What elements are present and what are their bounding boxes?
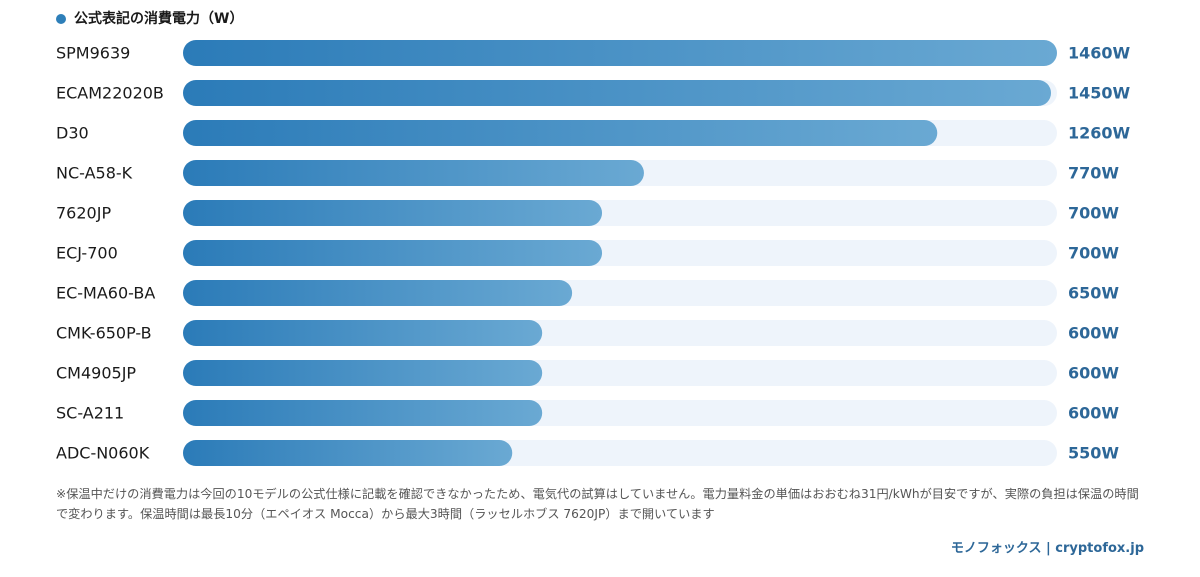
category-label: ECJ-700 (56, 244, 118, 263)
category-label: CM4905JP (56, 364, 136, 383)
value-label: 550W (1068, 444, 1119, 463)
value-label: 600W (1068, 404, 1119, 423)
footnote: ※保温中だけの消費電力は今回の10モデルの公式仕様に記載を確認できなかったため、… (56, 487, 1139, 521)
value-label: 600W (1068, 364, 1119, 383)
chart-legend: 公式表記の消費電力（W） (56, 10, 243, 28)
category-label: SPM9639 (56, 44, 130, 63)
bar (183, 400, 543, 426)
bar (183, 240, 603, 266)
value-label: 650W (1068, 284, 1119, 303)
category-label: ECAM22020B (56, 84, 164, 103)
bar (183, 280, 573, 306)
value-label: 770W (1068, 164, 1119, 183)
value-label: 700W (1068, 244, 1119, 263)
value-label: 1460W (1068, 44, 1131, 63)
bar (183, 160, 644, 186)
bar (183, 80, 1052, 106)
category-label: NC-A58-K (56, 164, 133, 183)
legend-label: 公式表記の消費電力（W） (74, 11, 244, 27)
category-label: D30 (56, 124, 89, 143)
category-label: SC-A211 (56, 404, 124, 423)
bar (183, 40, 1057, 66)
category-label: ADC-N060K (56, 444, 150, 463)
bar (183, 200, 603, 226)
value-label: 1260W (1068, 124, 1131, 143)
value-label: 1450W (1068, 84, 1131, 103)
category-label: EC-MA60-BA (56, 284, 155, 303)
bar (183, 120, 938, 146)
value-label: 700W (1068, 204, 1119, 223)
category-label: 7620JP (56, 204, 111, 223)
bar (183, 360, 543, 386)
bar (183, 320, 543, 346)
source-credit[interactable]: モノフォックス | cryptofox.jp (950, 541, 1144, 556)
category-label: CMK-650P-B (56, 324, 152, 343)
bar (183, 440, 513, 466)
legend-marker (56, 14, 66, 24)
bar-chart: SPM9639 1460W ECAM22020B 1450W D30 1260W NC-A5… (56, 40, 1131, 466)
value-label: 600W (1068, 324, 1119, 343)
